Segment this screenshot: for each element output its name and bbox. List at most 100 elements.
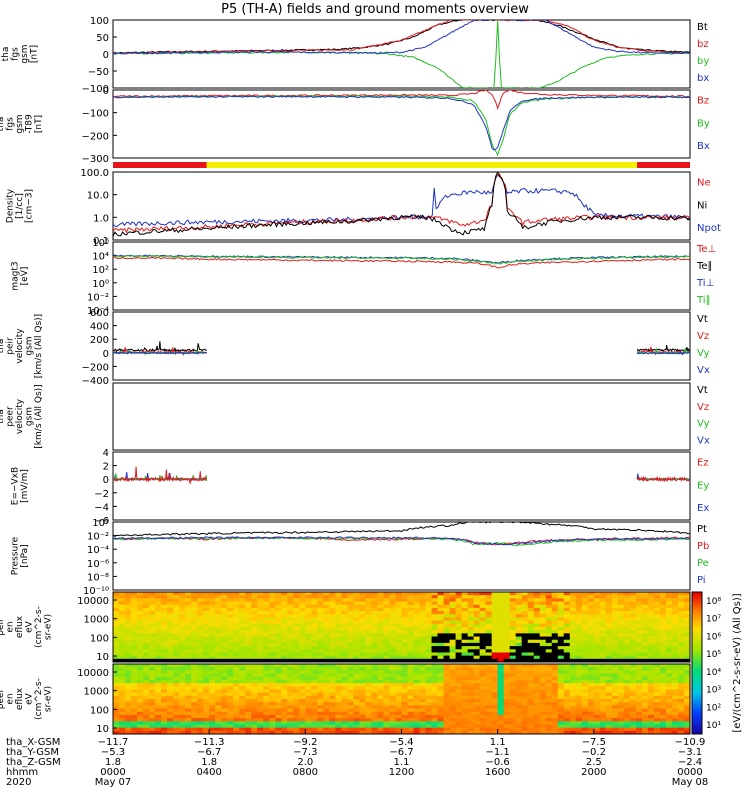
heatmap-cell — [227, 652, 234, 657]
heatmap-cell — [227, 592, 234, 596]
heatmap-cell — [665, 670, 673, 675]
heatmap-cell — [149, 639, 156, 644]
heatmap-cell — [293, 595, 300, 599]
heatmap-cell — [665, 649, 673, 653]
panel-density: Density [1/cc] [cm−3]NeNiNpot100.010.01.00… — [6, 168, 721, 247]
heatmap-cell — [587, 639, 595, 644]
heatmap-cell — [683, 692, 691, 697]
heatmap-cell — [575, 623, 583, 628]
heatmap-cell — [467, 636, 475, 641]
heatmap-cell — [617, 676, 625, 681]
heatmap-cell — [257, 636, 264, 641]
heatmap-cell — [155, 646, 162, 650]
heatmap-cell — [533, 636, 541, 641]
heatmap-cell — [257, 592, 264, 596]
heatmap-cell — [269, 727, 276, 732]
heatmap-cell — [239, 620, 246, 625]
heatmap-cell — [227, 623, 234, 628]
heatmap-cell — [341, 598, 348, 603]
heatmap-cell — [167, 695, 174, 700]
heatmap-cell — [197, 617, 204, 622]
heatmap-cell — [173, 699, 180, 703]
heatmap-cell — [137, 620, 144, 625]
heatmap-cell — [455, 724, 463, 729]
heatmap-cell — [287, 630, 294, 634]
heatmap-cell — [509, 598, 517, 603]
heatmap-cell — [389, 673, 396, 678]
heatmap-cell — [341, 670, 348, 675]
heatmap-cell — [329, 699, 336, 703]
heatmap-cell — [677, 695, 685, 700]
heatmap-cell — [563, 642, 571, 647]
heatmap-cell — [299, 667, 306, 671]
heatmap-cell — [647, 721, 655, 725]
heatmap-cell — [551, 623, 559, 628]
heatmap-cell — [221, 630, 228, 634]
heatmap-cell — [575, 730, 583, 735]
heatmap-cell — [221, 679, 228, 684]
series-line-Pi — [113, 536, 690, 546]
heatmap-cell — [197, 604, 204, 609]
heatmap-cell — [581, 708, 589, 713]
heatmap-cell — [257, 630, 264, 634]
heatmap-cell — [389, 614, 396, 618]
heatmap-cell — [341, 601, 348, 606]
heatmap-cell — [533, 667, 541, 671]
heatmap-cell — [275, 658, 282, 663]
heatmap-cell — [377, 724, 384, 729]
heatmap-cell — [497, 718, 505, 722]
heatmap-cell — [191, 695, 198, 700]
heatmap-cell — [371, 630, 378, 634]
heatmap-cell — [203, 670, 210, 675]
heatmap-cell — [383, 620, 390, 625]
heatmap-cell — [293, 617, 300, 622]
heatmap-cell — [599, 718, 607, 722]
heatmap-cell — [587, 592, 595, 596]
heatmap-cell — [125, 721, 132, 725]
heatmap-cell — [473, 639, 481, 644]
heatmap-cell — [623, 649, 631, 653]
heatmap-cell — [233, 695, 240, 700]
panel-frame — [112, 171, 691, 241]
heatmap-cell — [131, 658, 138, 663]
heatmap-cell — [647, 646, 655, 650]
heatmap-cell — [179, 718, 186, 722]
heatmap-cell — [311, 664, 318, 668]
heatmap-cell — [323, 627, 330, 631]
heatmap-cell — [359, 604, 366, 609]
heatmap-cell — [113, 595, 120, 599]
heatmap-cell — [665, 601, 673, 606]
heatmap-cell — [353, 607, 360, 612]
heatmap-cell — [671, 724, 679, 729]
heatmap-cell — [605, 595, 613, 599]
heatmap-cell — [455, 689, 463, 694]
series-line-Vx — [113, 349, 208, 355]
heatmap-cell — [137, 673, 144, 678]
heatmap-cell — [437, 670, 445, 675]
heatmap-cell — [185, 708, 192, 713]
heatmap-cell — [575, 695, 583, 700]
heatmap-cell — [299, 730, 306, 735]
heatmap-cell — [179, 595, 186, 599]
heatmap-cell — [659, 598, 667, 603]
heatmap-cell — [269, 683, 276, 687]
heatmap-cell — [599, 658, 607, 663]
heatmap-cell — [449, 724, 457, 729]
heatmap-cell — [305, 718, 312, 722]
legend-entry: By — [697, 118, 710, 129]
heatmap-cell — [665, 633, 673, 638]
heatmap-cell — [497, 724, 505, 729]
heatmap-cell — [209, 727, 216, 732]
heatmap-cell — [359, 686, 366, 690]
heatmap-cell — [677, 595, 685, 599]
heatmap-cell — [287, 718, 294, 722]
heatmap-cell — [425, 683, 433, 687]
heatmap-cell — [329, 636, 336, 641]
heatmap-cell — [167, 617, 174, 622]
heatmap-cell — [293, 708, 300, 713]
heatmap-cell — [671, 604, 679, 609]
heatmap-cell — [275, 718, 282, 722]
heatmap-cell — [635, 692, 643, 697]
heatmap-cell — [245, 702, 252, 706]
heatmap-cell — [281, 683, 288, 687]
